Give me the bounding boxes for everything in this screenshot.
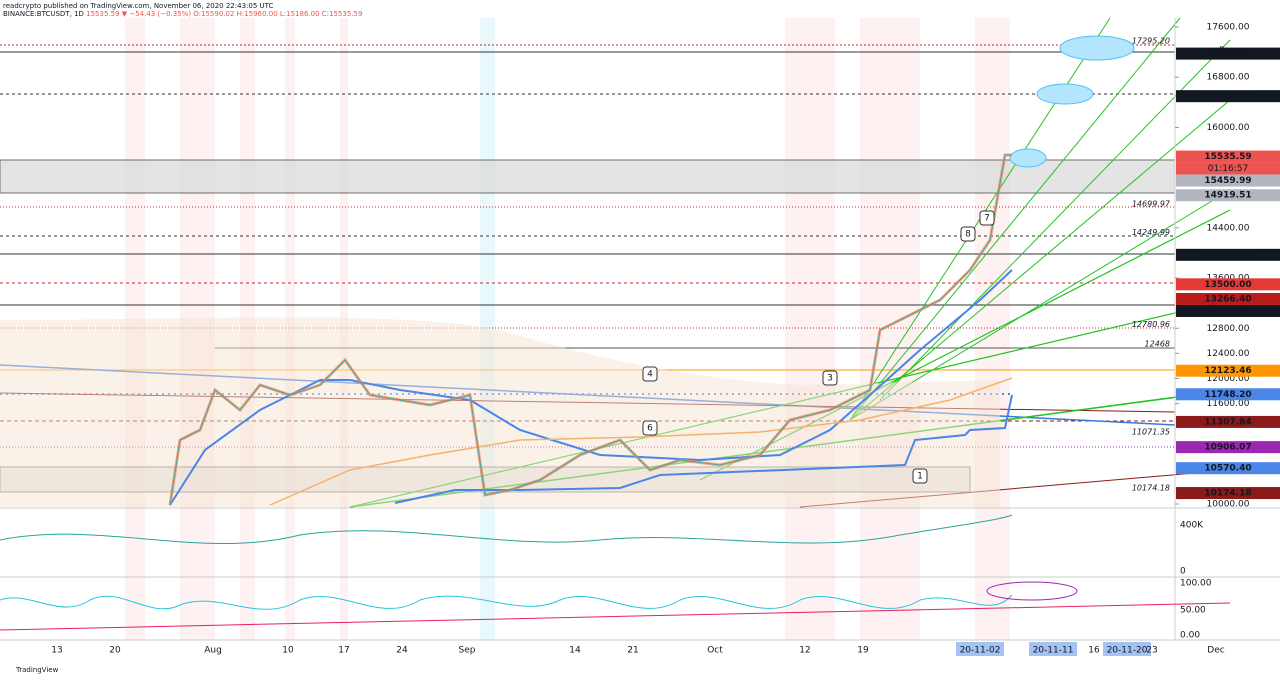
- price-tag-label: 15459.99: [1204, 176, 1251, 186]
- price-tag-label: 10906.07: [1204, 443, 1251, 453]
- time-label: 12: [799, 646, 810, 656]
- time-label: 13: [51, 646, 62, 656]
- time-label: 14: [569, 646, 581, 656]
- price-tag-label: 13147.08: [1204, 306, 1251, 316]
- oscillator-axis-label: 50.00: [1180, 606, 1206, 616]
- annotation-bubble: [642, 420, 658, 436]
- publisher-line: readcrypto published on TradingView.com,…: [3, 2, 274, 10]
- level-label: 14249.99: [1132, 228, 1170, 237]
- price-tag-label: 11307.84: [1204, 417, 1251, 427]
- time-label: 20-11-02: [960, 646, 1001, 656]
- oscillator-axis-label: 0.00: [1180, 631, 1200, 641]
- price-tag-label: 13266.40: [1204, 294, 1251, 304]
- price-tag: [1176, 90, 1280, 103]
- price-tag: [1176, 462, 1280, 475]
- level-label: 11071.35: [1132, 427, 1170, 436]
- oscillator-axis-label: 100.00: [1180, 579, 1212, 589]
- price-tag-label: 13500.00: [1204, 280, 1251, 290]
- price-tag: [1176, 292, 1280, 305]
- annotation-bubble: [960, 226, 976, 242]
- price-tag: [1176, 174, 1280, 187]
- time-label: 10: [282, 646, 294, 656]
- price-label: 16800.00: [1207, 73, 1250, 83]
- symbol-line: BINANCE:BTCUSDT, 1D 15535.59 ▼ −54.43 (−…: [3, 10, 362, 18]
- price-label: 16000.00: [1207, 123, 1250, 133]
- annotation: 4: [647, 370, 653, 380]
- annotation: 1: [917, 472, 923, 482]
- annotation-bubble: [642, 366, 658, 382]
- price-tag-label: 12123.46: [1204, 366, 1251, 376]
- countdown-tag: [1176, 162, 1280, 175]
- annotation-bubble: [822, 370, 838, 386]
- price-tag-label: 11748.20: [1204, 390, 1251, 400]
- volume-axis-label: 400K: [1180, 521, 1204, 531]
- price-tag-label: 10174.18: [1204, 489, 1251, 499]
- price-tag: [1176, 304, 1280, 317]
- price-label: 14400.00: [1207, 223, 1250, 233]
- time-label: 21: [627, 646, 638, 656]
- time-label: 20-11-11: [1033, 646, 1074, 656]
- drawings: [0, 17, 1231, 508]
- header: readcrypto published on TradingView.com,…: [3, 2, 362, 18]
- indicator-panes: [0, 18, 1280, 641]
- price-tag: [1176, 364, 1280, 377]
- price-tag: [1176, 189, 1280, 202]
- time-label: 24: [396, 646, 408, 656]
- time-label: 19: [857, 646, 869, 656]
- price-label: 17600.00: [1207, 23, 1250, 33]
- price-label: 11600.00: [1207, 399, 1250, 409]
- time-label: 17: [338, 646, 349, 656]
- price-label: 12000.00: [1207, 374, 1250, 384]
- annotation: 8: [965, 230, 971, 240]
- price-tag: [1176, 388, 1280, 401]
- date-highlight: [1029, 642, 1077, 656]
- price-tag-label: 13970.00: [1204, 250, 1251, 260]
- countdown: 01:16:57: [1208, 164, 1248, 174]
- time-label: Oct: [707, 646, 723, 656]
- price-tag: [1176, 150, 1280, 163]
- volume-axis-label: 0: [1180, 567, 1186, 577]
- price-tag: [1176, 278, 1280, 291]
- level-label: 10174.18: [1132, 484, 1170, 493]
- level-label: 12780.96: [1132, 320, 1170, 329]
- price-tag: [1176, 47, 1280, 60]
- annotation-bubble: [912, 468, 928, 484]
- price-tag: [1176, 487, 1280, 500]
- price-label: 12800.00: [1207, 324, 1250, 334]
- price-tag: [1176, 248, 1280, 261]
- axes: 17600.0016800.0016000.0014400.0013600.00…: [51, 23, 1280, 656]
- time-label: 23: [1146, 646, 1157, 656]
- price-tag: [1176, 415, 1280, 428]
- price-tag-label: 10570.40: [1204, 464, 1251, 474]
- price-tag-label: 17176.24: [1204, 49, 1251, 59]
- time-label: 20: [109, 646, 121, 656]
- annotation-bubble: [979, 210, 995, 226]
- annotation: 3: [827, 374, 833, 384]
- time-label: Aug: [204, 646, 222, 656]
- level-label: 17295.20: [1132, 37, 1170, 46]
- annotation: 7: [984, 214, 990, 224]
- time-label: 20-11-20: [1107, 646, 1148, 656]
- price-tag: [1176, 441, 1280, 454]
- price-tag-label: 15535.59: [1204, 152, 1251, 162]
- price-label: 10000.00: [1207, 500, 1250, 510]
- level-label: 14699.97: [1132, 200, 1171, 209]
- price-candles: [168, 153, 1012, 506]
- date-highlight: [956, 642, 1004, 656]
- level-label: 12468: [1145, 340, 1170, 349]
- price-tag-label: 16498.05: [1204, 92, 1251, 102]
- time-label: Sep: [459, 646, 476, 656]
- price-label: 12400.00: [1207, 349, 1250, 359]
- price-tag-label: 14919.51: [1204, 191, 1251, 201]
- symbol: BINANCE:BTCUSDT, 1D: [3, 10, 84, 18]
- logo: TradingView: [15, 666, 59, 674]
- annotation: 6: [647, 424, 653, 434]
- time-label: 16: [1088, 646, 1100, 656]
- date-highlight: [1103, 642, 1151, 656]
- time-label: Dec: [1207, 646, 1224, 656]
- ohlc: 15535.59 ▼ −54.43 (−0.35%) O:15590.02 H:…: [86, 10, 362, 18]
